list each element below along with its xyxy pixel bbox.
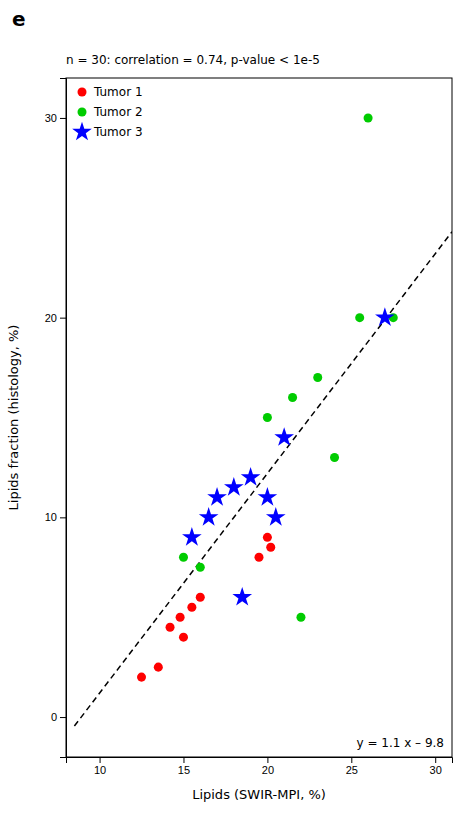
tick-mark — [267, 757, 268, 763]
point — [263, 533, 272, 542]
point — [364, 113, 373, 122]
point — [266, 543, 275, 552]
series — [137, 533, 275, 682]
tick: 0 — [51, 711, 66, 723]
point — [166, 623, 175, 632]
x-axis-label: Lipids (SWIR-MPI, %) — [192, 787, 326, 802]
tick-label: 30 — [45, 112, 57, 124]
legend-symbol — [77, 107, 86, 116]
tick: 20 — [262, 757, 274, 776]
tick: 10 — [45, 511, 66, 523]
tick-label: 15 — [178, 764, 190, 776]
point — [179, 553, 188, 562]
tick-label: 10 — [94, 764, 106, 776]
legend-symbol — [77, 87, 86, 96]
tick-label: 10 — [45, 511, 57, 523]
legend-symbol — [72, 122, 92, 141]
point — [288, 393, 297, 402]
axis-line — [60, 79, 67, 758]
fit-line — [74, 232, 452, 726]
x-axis: 10 15 20 25 30 — [67, 757, 453, 776]
tick: 20 — [45, 312, 66, 324]
point — [254, 553, 263, 562]
point — [263, 413, 272, 422]
plot-frame — [66, 78, 452, 757]
point — [375, 307, 395, 326]
point — [224, 477, 244, 496]
marks — [74, 113, 452, 726]
point — [179, 633, 188, 642]
tick-label: 0 — [51, 711, 57, 723]
point — [196, 563, 205, 572]
tick-label: 20 — [45, 312, 57, 324]
tick: 10 — [94, 757, 106, 776]
point — [176, 613, 185, 622]
legend: Tumor 1 Tumor 2 Tumor 3 — [72, 85, 142, 140]
tick-mark — [60, 717, 66, 718]
point — [296, 613, 305, 622]
legend-label: Tumor 3 — [93, 125, 143, 139]
plot: 10152025300102030y = 1.1 x – 9.8Tumor 1T… — [45, 78, 453, 776]
point — [182, 527, 202, 546]
y-axis: 0 10 20 30 — [45, 79, 67, 758]
point — [187, 603, 196, 612]
legend-item: Tumor 3 — [72, 122, 142, 141]
tick-label: 25 — [346, 764, 358, 776]
tick-mark — [183, 757, 184, 763]
tick-mark — [60, 517, 66, 518]
tick-mark — [100, 757, 101, 763]
point — [266, 507, 286, 526]
series — [179, 113, 398, 621]
tick: 30 — [430, 757, 442, 776]
tick-mark — [435, 757, 436, 763]
tick-label: 30 — [430, 764, 442, 776]
subtitle: n = 30: correlation = 0.74, p-value < 1e… — [66, 53, 320, 67]
point — [313, 373, 322, 382]
title: e — [12, 7, 26, 31]
legend-label: Tumor 1 — [93, 85, 143, 99]
point — [258, 487, 278, 506]
y-axis-label: Lipids fraction (histology, %) — [6, 325, 21, 511]
legend-item: Tumor 2 — [77, 105, 142, 119]
chart: e n = 30: correlation = 0.74, p-value < 1… — [0, 0, 474, 813]
tick: 30 — [45, 112, 66, 124]
point — [137, 673, 146, 682]
point — [274, 427, 294, 446]
point — [355, 313, 364, 322]
point — [196, 593, 205, 602]
annotation: y = 1.1 x – 9.8 — [357, 736, 445, 750]
point — [207, 487, 227, 506]
legend-item: Tumor 1 — [77, 85, 142, 99]
tick: 25 — [346, 757, 358, 776]
tick-mark — [351, 757, 352, 763]
point — [241, 467, 261, 486]
legend-label: Tumor 2 — [93, 105, 143, 119]
point — [330, 453, 339, 462]
tick-mark — [60, 318, 66, 319]
tick: 15 — [178, 757, 190, 776]
axis-line — [67, 758, 453, 764]
tick-label: 20 — [262, 764, 274, 776]
point — [199, 507, 219, 526]
series — [182, 307, 395, 605]
point — [154, 663, 163, 672]
tick-mark — [60, 118, 66, 119]
point — [232, 587, 252, 606]
